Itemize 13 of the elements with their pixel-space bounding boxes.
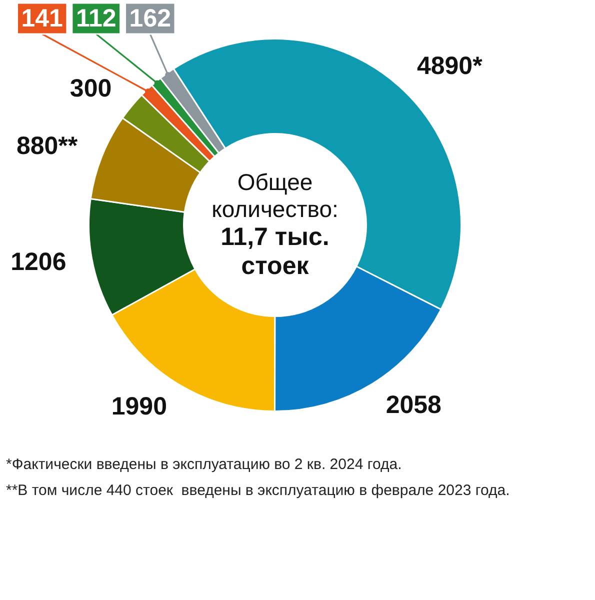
data-label: 2058 — [386, 390, 442, 419]
data-label: 162 — [129, 4, 172, 32]
data-label: 1990 — [111, 392, 167, 421]
text: Общее количество: — [210, 169, 340, 223]
text: *Фактически введены в эксплуатацию во 2 кв. 2024 года. — [6, 455, 403, 475]
text: 11,7 тыс. стоек — [220, 223, 330, 281]
data-label: 1206 — [10, 248, 66, 276]
data-label: 141 — [21, 4, 64, 32]
data-label: 4890* — [416, 52, 483, 80]
data-label: 300 — [70, 74, 112, 102]
text: **В том числе 440 стоек введены в эксплуатацию в феврале 2023 года. — [6, 481, 511, 501]
data-label: 880** — [16, 132, 78, 160]
data-label: 112 — [76, 4, 116, 32]
